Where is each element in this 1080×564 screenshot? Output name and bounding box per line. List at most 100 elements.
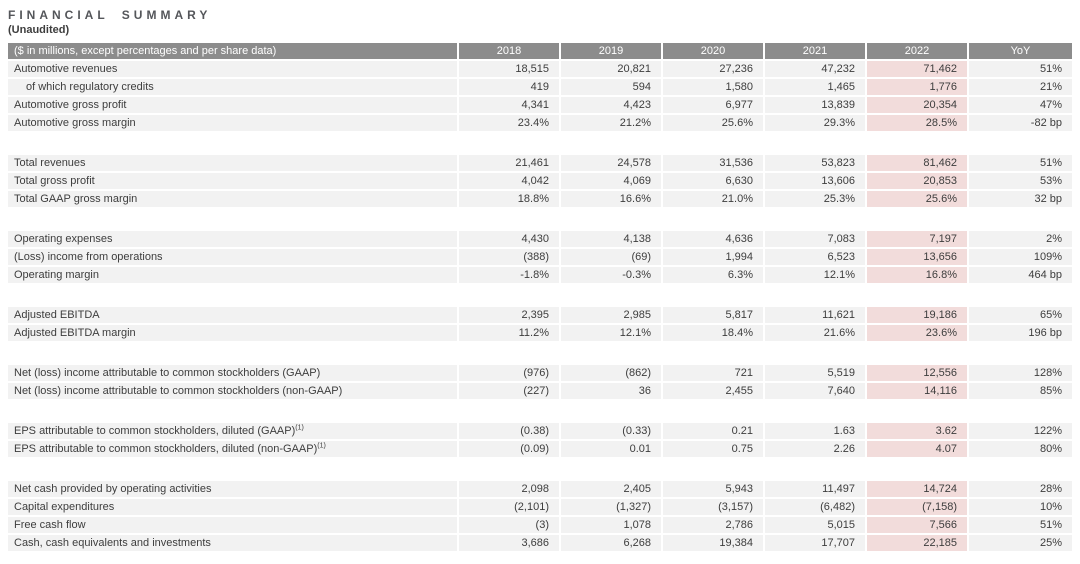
cell-2019: 4,069	[561, 173, 663, 191]
cell-2022: 25.6%	[867, 191, 969, 209]
cell-2022: (7,158)	[867, 499, 969, 517]
cell-2020: 4,636	[663, 231, 765, 249]
row-label: of which regulatory credits	[8, 79, 459, 97]
cell-2020: 19,384	[663, 535, 765, 553]
cell-yoy: 28%	[969, 481, 1072, 499]
section-spacer	[8, 459, 1072, 481]
cell-2021: (6,482)	[765, 499, 867, 517]
table-header-row: ($ in millions, except percentages and p…	[8, 43, 1072, 61]
cell-2018: (3)	[459, 517, 561, 535]
section-spacer-cell	[8, 133, 1072, 155]
cell-yoy: 51%	[969, 155, 1072, 173]
row-label: Total GAAP gross margin	[8, 191, 459, 209]
cell-2019: (69)	[561, 249, 663, 267]
cell-yoy: 53%	[969, 173, 1072, 191]
cell-2022: 22,185	[867, 535, 969, 553]
cell-2019: 6,268	[561, 535, 663, 553]
cell-2022: 12,556	[867, 365, 969, 383]
cell-2022: 13,656	[867, 249, 969, 267]
row-label: Total gross profit	[8, 173, 459, 191]
cell-2019: 594	[561, 79, 663, 97]
table-row: Automotive revenues 18,515 20,821 27,236 47,…	[8, 61, 1072, 79]
cell-2021: 6,523	[765, 249, 867, 267]
cell-2018: (0.09)	[459, 441, 561, 459]
table-row: Total gross profit 4,042 4,069 6,630 13,606 2…	[8, 173, 1072, 191]
cell-2018: (2,101)	[459, 499, 561, 517]
cell-2022: 81,462	[867, 155, 969, 173]
table-row: Operating expenses 4,430 4,138 4,636 7,083 7,…	[8, 231, 1072, 249]
section-spacer-cell	[8, 401, 1072, 423]
cell-2019: 0.01	[561, 441, 663, 459]
section-spacer	[8, 209, 1072, 231]
cell-2020: 1,994	[663, 249, 765, 267]
column-header-2022: 2022	[867, 43, 969, 61]
cell-2020: 5,817	[663, 307, 765, 325]
cell-2021: 29.3%	[765, 115, 867, 133]
cell-yoy: 51%	[969, 517, 1072, 535]
cell-2019: 36	[561, 383, 663, 401]
cell-yoy: -82 bp	[969, 115, 1072, 133]
row-label: Adjusted EBITDA margin	[8, 325, 459, 343]
column-header-2019: 2019	[561, 43, 663, 61]
row-label: Automotive gross margin	[8, 115, 459, 133]
cell-yoy: 47%	[969, 97, 1072, 115]
cell-2021: 47,232	[765, 61, 867, 79]
cell-2022: 20,853	[867, 173, 969, 191]
cell-2022: 1,776	[867, 79, 969, 97]
cell-2021: 11,497	[765, 481, 867, 499]
row-label: Net (loss) income attributable to common…	[8, 383, 459, 401]
cell-2018: 419	[459, 79, 561, 97]
cell-2021: 11,621	[765, 307, 867, 325]
section-spacer-cell	[8, 285, 1072, 307]
row-label: Cash, cash equivalents and investments	[8, 535, 459, 553]
row-label: Total revenues	[8, 155, 459, 173]
cell-2022: 14,116	[867, 383, 969, 401]
row-label: Adjusted EBITDA	[8, 307, 459, 325]
units-header: ($ in millions, except percentages and p…	[8, 43, 459, 61]
cell-2018: (227)	[459, 383, 561, 401]
cell-2021: 25.3%	[765, 191, 867, 209]
cell-2022: 71,462	[867, 61, 969, 79]
section-spacer-cell	[8, 343, 1072, 365]
cell-2018: 3,686	[459, 535, 561, 553]
cell-2018: (388)	[459, 249, 561, 267]
cell-2020: 21.0%	[663, 191, 765, 209]
cell-2019: 21.2%	[561, 115, 663, 133]
cell-2018: 23.4%	[459, 115, 561, 133]
cell-2022: 20,354	[867, 97, 969, 115]
column-header-2020: 2020	[663, 43, 765, 61]
cell-yoy: 196 bp	[969, 325, 1072, 343]
cell-2018: 2,395	[459, 307, 561, 325]
cell-2020: 0.21	[663, 423, 765, 441]
cell-yoy: 2%	[969, 231, 1072, 249]
cell-2020: 6.3%	[663, 267, 765, 285]
section-spacer	[8, 401, 1072, 423]
cell-yoy: 464 bp	[969, 267, 1072, 285]
cell-2019: (0.33)	[561, 423, 663, 441]
table-row: Adjusted EBITDA margin 11.2% 12.1% 18.4% 21.…	[8, 325, 1072, 343]
cell-2019: (862)	[561, 365, 663, 383]
cell-2018: 11.2%	[459, 325, 561, 343]
table-row: Automotive gross profit 4,341 4,423 6,977 13…	[8, 97, 1072, 115]
cell-2021: 17,707	[765, 535, 867, 553]
cell-2022: 28.5%	[867, 115, 969, 133]
cell-2021: 12.1%	[765, 267, 867, 285]
cell-yoy: 10%	[969, 499, 1072, 517]
table-row: Adjusted EBITDA 2,395 2,985 5,817 11,621 19,1…	[8, 307, 1072, 325]
cell-2019: 2,985	[561, 307, 663, 325]
page-title: FINANCIAL SUMMARY	[8, 8, 212, 22]
footnote-marker: (1)	[295, 424, 304, 432]
row-label: EPS attributable to common stockholders,…	[8, 423, 459, 441]
row-label: Automotive revenues	[8, 61, 459, 79]
table-row: Automotive gross margin 23.4% 21.2% 25.6% 29…	[8, 115, 1072, 133]
table-row: Total GAAP gross margin 18.8% 16.6% 21.0% 25…	[8, 191, 1072, 209]
cell-2020: (3,157)	[663, 499, 765, 517]
cell-yoy: 85%	[969, 383, 1072, 401]
cell-2018: 4,341	[459, 97, 561, 115]
cell-yoy: 122%	[969, 423, 1072, 441]
cell-2021: 2.26	[765, 441, 867, 459]
row-label: Automotive gross profit	[8, 97, 459, 115]
cell-yoy: 65%	[969, 307, 1072, 325]
row-label: EPS attributable to common stockholders,…	[8, 441, 459, 459]
column-header-yoy: YoY	[969, 43, 1072, 61]
